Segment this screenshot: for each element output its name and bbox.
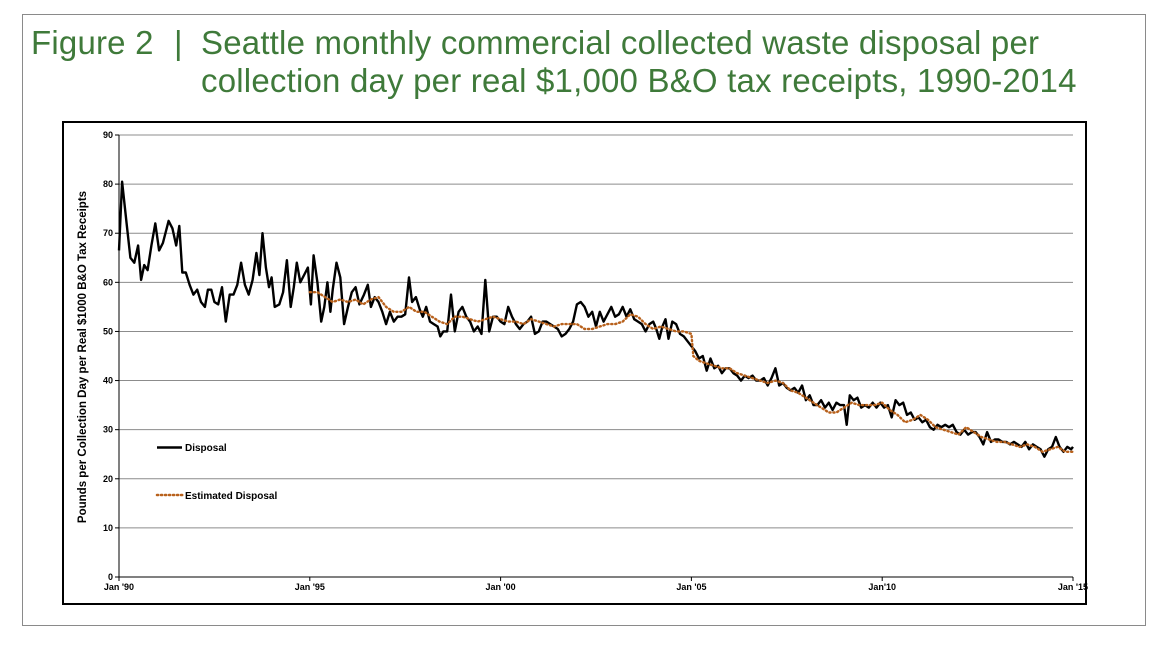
y-tick-label-40: 40 [103,376,113,386]
y-tick-label-0: 0 [108,572,113,582]
x-tick-label-2005: Jan '05 [676,582,706,592]
y-tick-label-90: 90 [103,130,113,140]
y-axis-label: Pounds per Collection Day per Real $1000… [77,191,89,523]
figure-title-line2: collection day per real $1,000 B&O tax r… [201,62,1077,99]
figure-title-line1: Seattle monthly commercial collected was… [201,24,1040,61]
figure-label: Figure 2 [31,24,154,61]
x-tick-label-2000: Jan '00 [486,582,516,592]
x-tick-label-1990: Jan '90 [104,582,134,592]
legend: Disposal Estimated Disposal [155,443,277,502]
y-tick-label-10: 10 [103,523,113,533]
gridlines [119,134,1073,529]
chart-border [62,121,1087,605]
title-separator: | [174,24,183,61]
y-tick-label-70: 70 [103,228,113,238]
series [117,180,1075,458]
axes: 0 10 20 30 40 50 60 70 80 90 Jan '90 Jan '95 Jan '00… [103,130,1088,592]
y-tick-label-50: 50 [103,326,113,336]
legend-label-estimated: Estimated Disposal [185,491,277,502]
x-tick-label-2015: Jan '15 [1058,582,1088,592]
figure-frame [22,14,1146,626]
y-tick-label-20: 20 [103,474,113,484]
x-tick-label-2010: Jan'10 [868,582,896,592]
legend-label-disposal: Disposal [185,443,227,454]
x-tick-label-1995: Jan '95 [295,582,325,592]
series-line-disposal [117,180,1074,458]
y-tick-label-60: 60 [103,277,113,287]
y-tick-label-30: 30 [103,425,113,435]
series-line-estimated-disposal [308,291,1075,453]
y-tick-label-80: 80 [103,179,113,189]
